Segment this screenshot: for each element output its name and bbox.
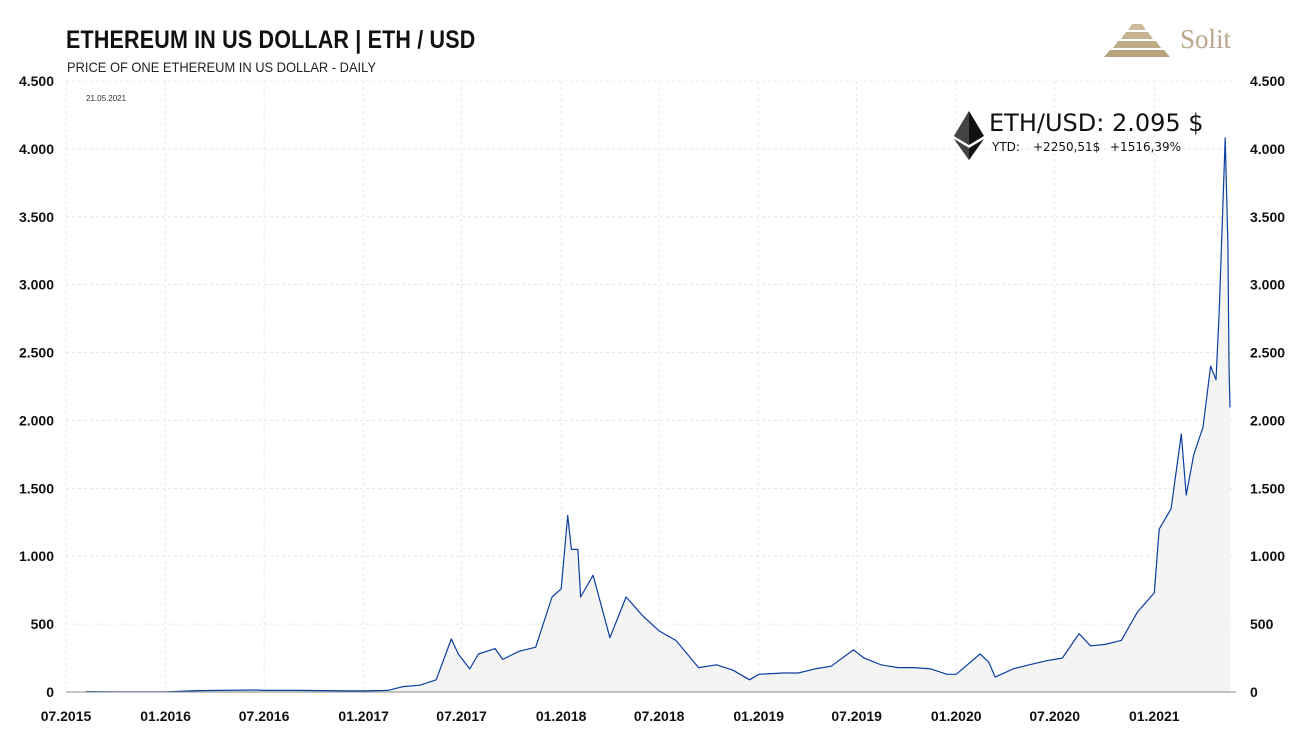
- ethereum-diamond-icon: [954, 111, 984, 160]
- x-tick-label: 01.2019: [733, 708, 784, 724]
- y-tick-label-left: 0: [46, 684, 54, 700]
- x-tick-label: 07.2017: [436, 708, 487, 724]
- x-tick-label: 07.2016: [239, 708, 290, 724]
- y-tick-label-right: 2.000: [1250, 412, 1285, 428]
- y-tick-label-right: 2.500: [1250, 345, 1285, 361]
- y-tick-label-left: 3.000: [19, 277, 54, 293]
- y-tick-label-right: 3.500: [1250, 209, 1285, 225]
- x-tick-label: 07.2020: [1029, 708, 1080, 724]
- y-tick-label-right: 4.000: [1250, 141, 1285, 157]
- chart-area: [86, 138, 1230, 692]
- ytd-percent: +1516,39%: [1110, 140, 1181, 154]
- chart-subtitle: PRICE OF ONE ETHEREUM IN US DOLLAR - DAI…: [67, 59, 376, 75]
- x-tick-label: 01.2020: [931, 708, 982, 724]
- y-tick-label-right: 1.000: [1250, 548, 1285, 564]
- y-tick-label-left: 2.000: [19, 412, 54, 428]
- ytd-absolute: +2250,51$: [1033, 140, 1100, 154]
- x-axis: 07.2015 01.2016 07.2016 01.2017 07.2017 01.20…: [41, 708, 1180, 724]
- x-tick-label: 01.2018: [536, 708, 587, 724]
- y-tick-label-left: 1.500: [19, 480, 54, 496]
- x-tick-label: 07.2019: [831, 708, 882, 724]
- y-axis-left: 0 500 1.000 1.500 2.000 2.500 3.000 3.500 4.000 4…: [19, 73, 54, 700]
- solit-logo-icon: [1104, 24, 1170, 57]
- x-tick-label: 07.2018: [634, 708, 685, 724]
- x-tick-label: 07.2015: [41, 708, 92, 724]
- y-axis-right: 0 500 1.000 1.500 2.000 2.500 3.000 3.500 4.000 4…: [1250, 73, 1285, 700]
- y-tick-label-left: 500: [31, 616, 55, 632]
- x-tick-label: 01.2016: [140, 708, 191, 724]
- chart-grid: [65, 80, 1236, 692]
- y-tick-label-left: 4.000: [19, 141, 54, 157]
- y-tick-label-left: 2.500: [19, 345, 54, 361]
- ytd-label: YTD:: [991, 140, 1020, 154]
- brand-name: Solit: [1180, 24, 1232, 54]
- y-tick-label-left: 3.500: [19, 209, 54, 225]
- chart-title: ETHEREUM IN US DOLLAR | ETH / USD: [66, 26, 476, 54]
- y-tick-label-right: 1.500: [1250, 480, 1285, 496]
- y-tick-label-left: 1.000: [19, 548, 54, 564]
- x-tick-label: 01.2021: [1129, 708, 1180, 724]
- y-tick-label-right: 4.500: [1250, 73, 1285, 89]
- y-tick-label-right: 500: [1250, 616, 1274, 632]
- series-line-0: [85, 137, 1231, 693]
- date-note: 21.05.2021: [86, 94, 127, 103]
- y-tick-label-right: 3.000: [1250, 277, 1285, 293]
- y-tick-label-left: 4.500: [19, 73, 54, 89]
- chart-lines: [85, 137, 1231, 693]
- y-tick-label-right: 0: [1250, 684, 1258, 700]
- x-tick-label: 01.2017: [338, 708, 389, 724]
- series-area-0: [86, 138, 1230, 692]
- price-label: ETH/USD: 2.095 $: [989, 109, 1204, 137]
